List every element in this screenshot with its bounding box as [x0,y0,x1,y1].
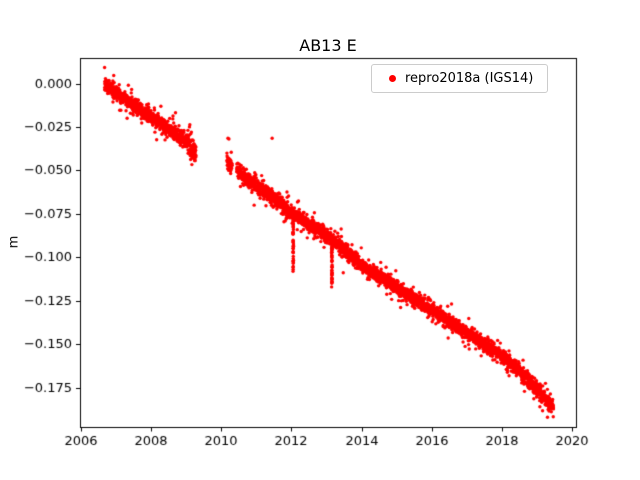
y-axis-label: m [6,235,22,249]
legend: repro2018a (IGS14) [371,64,549,93]
legend-label: repro2018a (IGS14) [405,71,534,86]
legend-marker-dot [389,75,396,82]
plot-title: AB13 E [299,36,357,55]
